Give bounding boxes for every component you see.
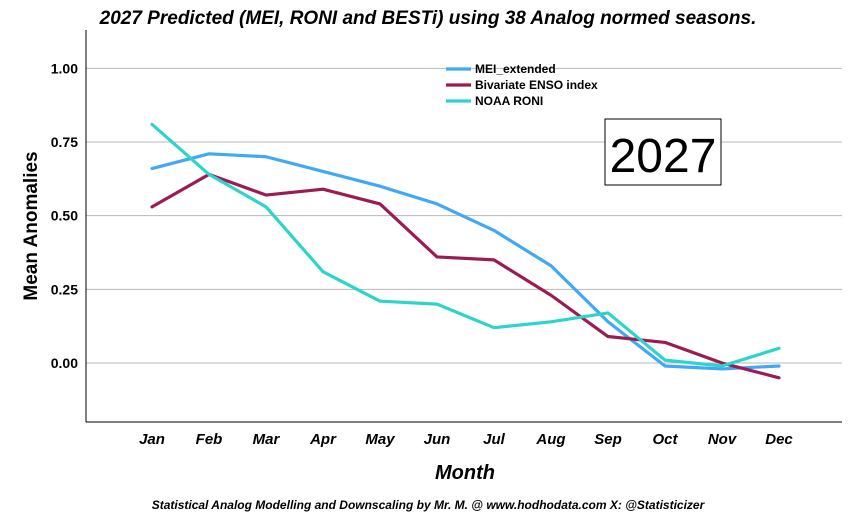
x-tick-label: Sep [594, 431, 622, 448]
x-tick-label: Jun [424, 431, 451, 448]
y-tick-labels: 1.00 0.75 0.50 0.25 0.00 [51, 60, 78, 371]
x-tick-label: Apr [309, 431, 337, 448]
y-tick-label: 1.00 [51, 60, 78, 76]
legend: MEI_extended Bivariate ENSO index NOAA RON… [446, 62, 598, 108]
x-tick-label: Jan [139, 431, 165, 448]
x-axis-label: Month [435, 462, 495, 484]
x-tick-labels: Jan Feb Mar Apr May Jun Jul Aug Sep Oct Nov Dec [139, 431, 793, 448]
x-tick-label: Feb [196, 431, 223, 448]
year-annotation-box [604, 118, 722, 186]
footer-credit: Statistical Analog Modelling and Downsca… [152, 498, 706, 512]
x-tick-label: Dec [765, 431, 793, 448]
y-tick-label: 0.25 [51, 281, 78, 297]
series-line-0 [150, 152, 781, 371]
legend-label-0: MEI_extended [475, 62, 556, 76]
y-tick-label: 0.50 [51, 208, 78, 224]
legend-label-2: NOAA RONI [475, 94, 543, 108]
series-line-2 [150, 122, 781, 368]
series-line-1 [150, 172, 781, 380]
y-tick-label: 0.75 [51, 134, 78, 150]
series-lines [150, 122, 781, 380]
y-tick-label: 0.00 [51, 355, 78, 371]
x-tick-label: Oct [652, 431, 678, 448]
x-tick-label: Aug [535, 431, 565, 448]
legend-label-1: Bivariate ENSO index [475, 78, 598, 92]
x-tick-label: Mar [253, 431, 281, 448]
y-axis-label: Mean Anomalies [21, 151, 42, 300]
year-annotation: 2027 [610, 130, 717, 183]
x-tick-label: May [365, 431, 395, 448]
x-tick-label: Jul [483, 431, 506, 448]
chart-title: 2027 Predicted (MEI, RONI and BESTi) usi… [99, 8, 757, 29]
x-tick-label: Nov [708, 431, 738, 448]
